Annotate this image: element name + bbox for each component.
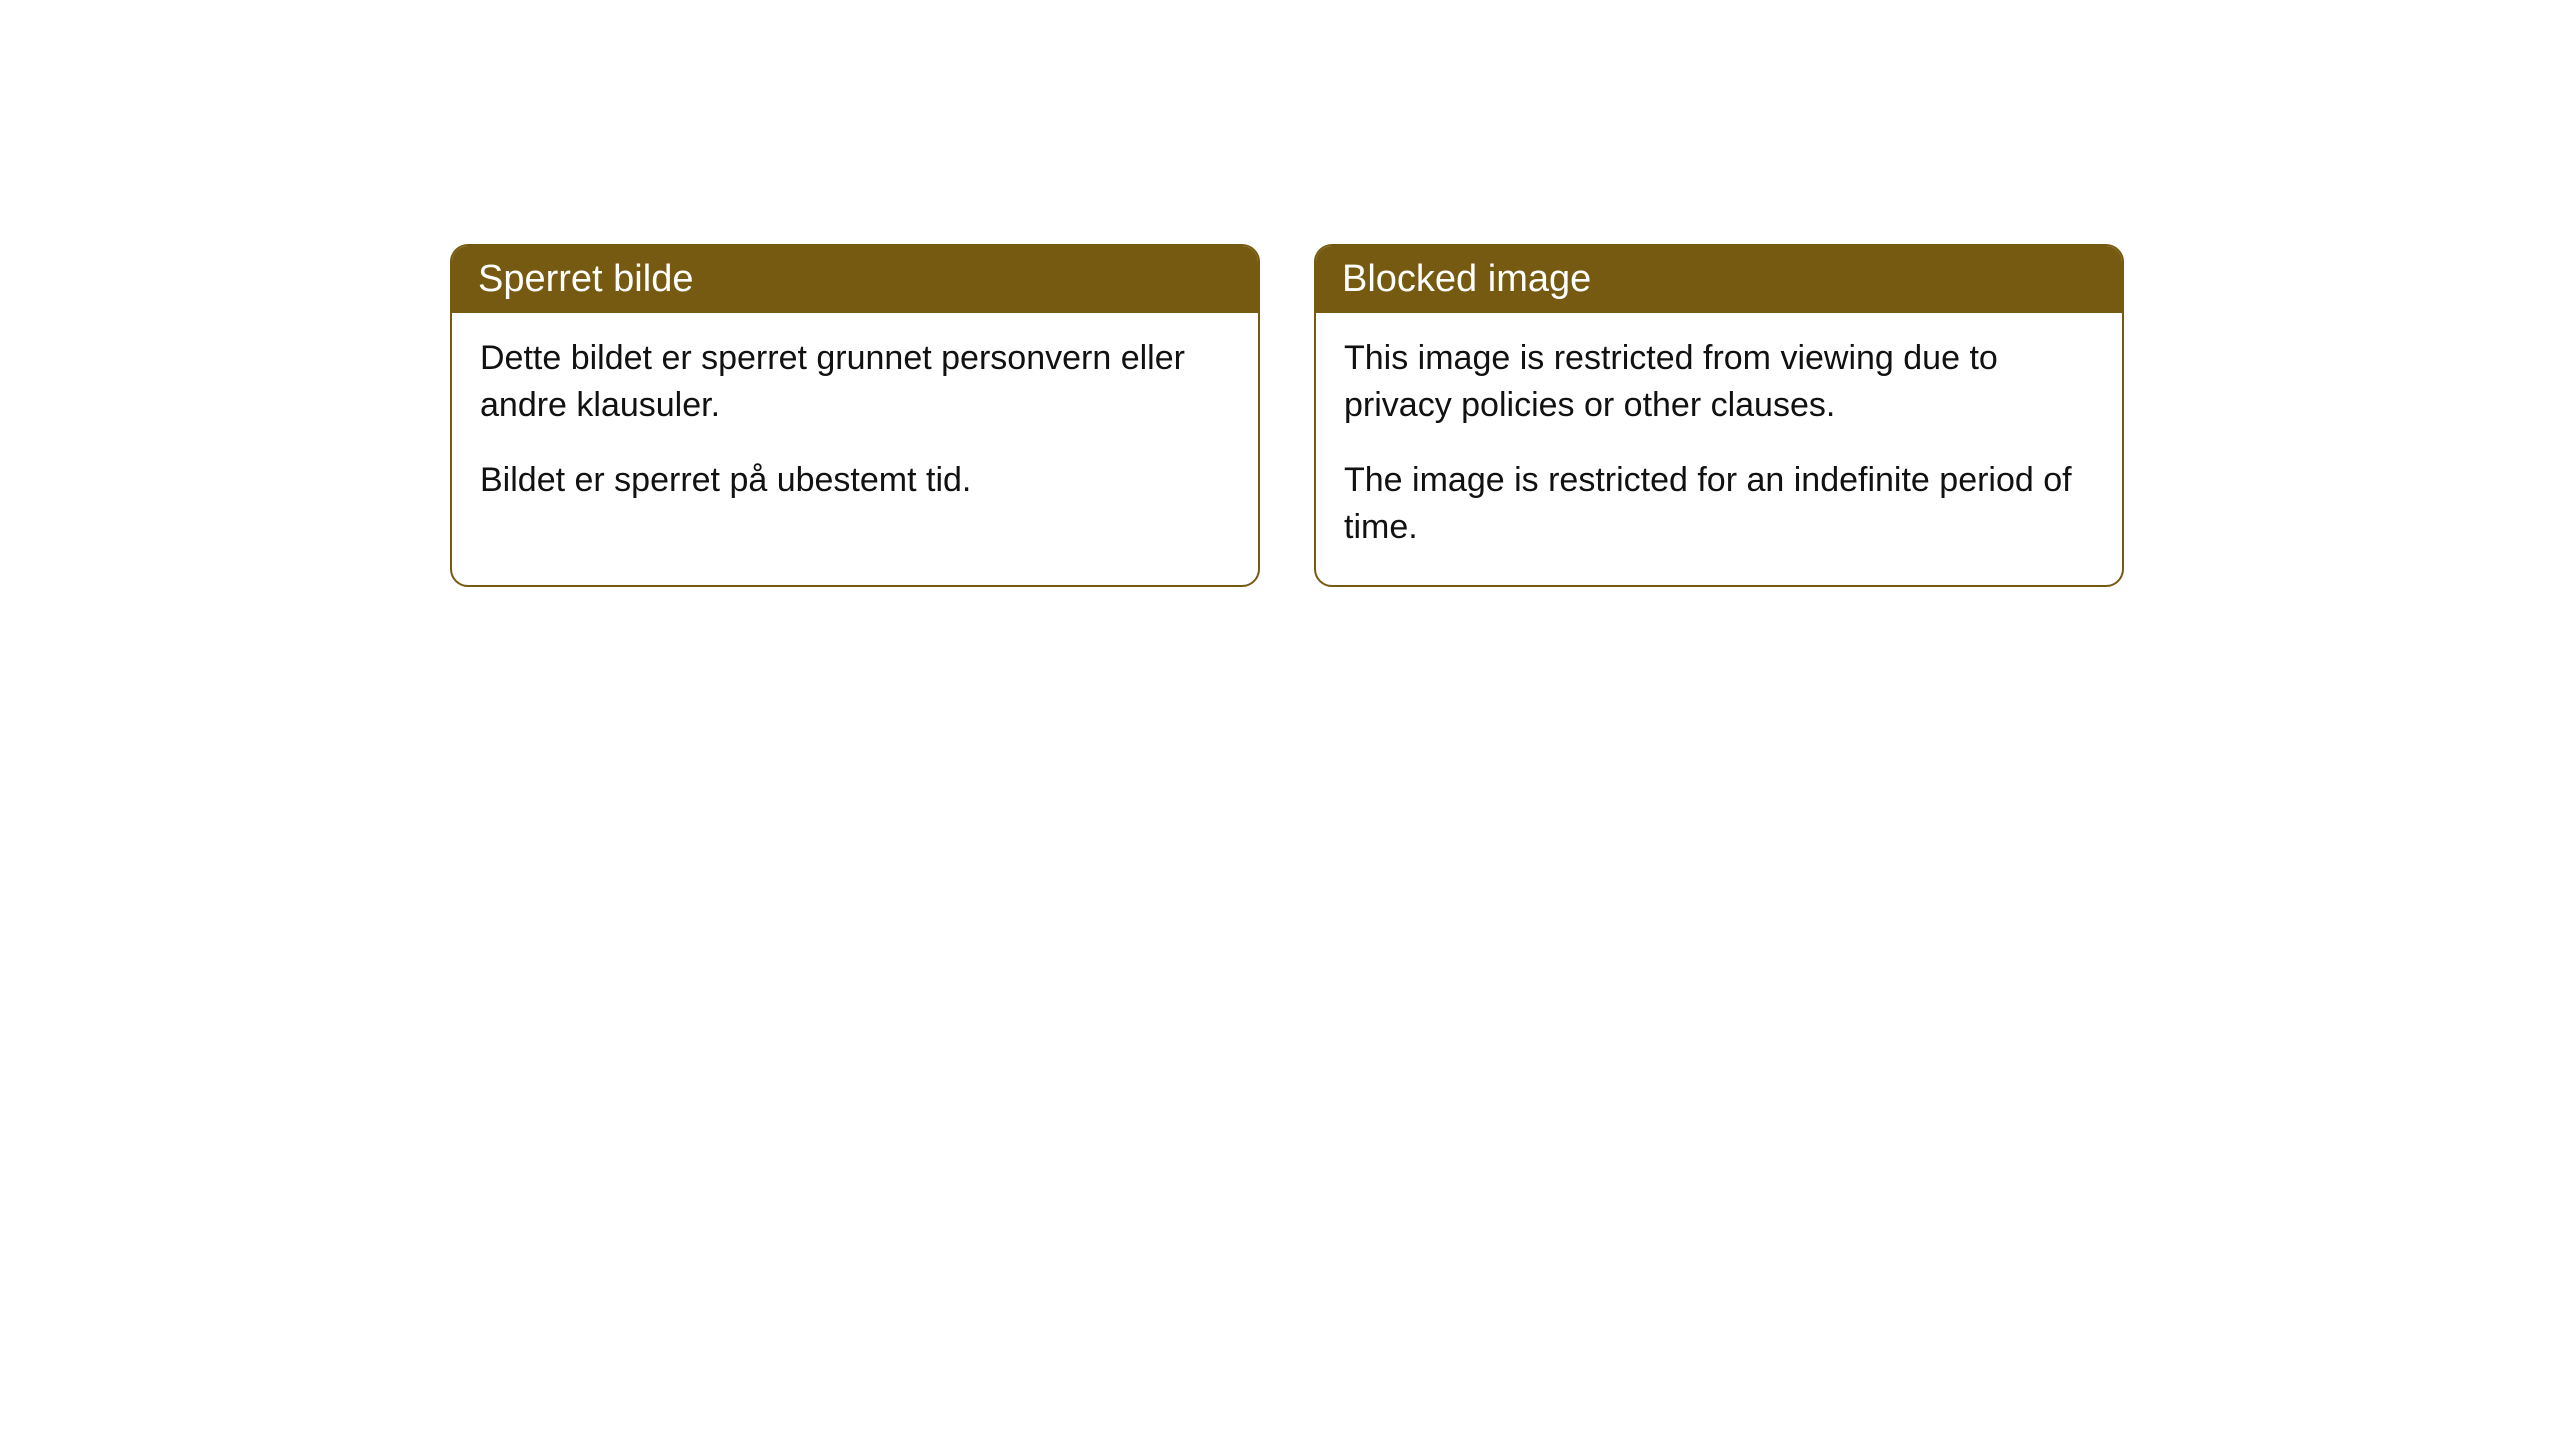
notice-paragraph: Bildet er sperret på ubestemt tid. <box>480 457 1230 504</box>
notice-card-english: Blocked image This image is restricted f… <box>1314 244 2124 587</box>
notice-header-norwegian: Sperret bilde <box>452 246 1258 313</box>
notice-paragraph: This image is restricted from viewing du… <box>1344 335 2094 429</box>
notice-paragraph: The image is restricted for an indefinit… <box>1344 457 2094 551</box>
notice-header-english: Blocked image <box>1316 246 2122 313</box>
notice-title: Blocked image <box>1342 258 1591 300</box>
notice-body-english: This image is restricted from viewing du… <box>1316 313 2122 585</box>
notice-paragraph: Dette bildet er sperret grunnet personve… <box>480 335 1230 429</box>
notice-body-norwegian: Dette bildet er sperret grunnet personve… <box>452 313 1258 538</box>
notice-title: Sperret bilde <box>478 258 693 300</box>
notice-card-norwegian: Sperret bilde Dette bildet er sperret gr… <box>450 244 1260 587</box>
notice-container: Sperret bilde Dette bildet er sperret gr… <box>450 244 2124 587</box>
